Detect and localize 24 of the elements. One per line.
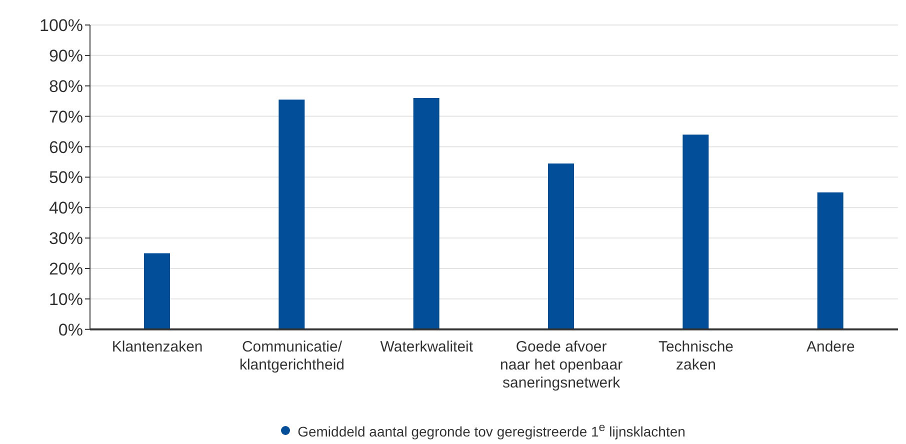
y-tick-label: 50%: [48, 168, 83, 188]
y-tick-label: 40%: [48, 198, 83, 218]
x-tick-label: Andere: [806, 338, 855, 356]
bar: [682, 134, 709, 330]
y-tick-label: 100%: [40, 16, 83, 36]
x-tick-label: Goede afvoer naar het openbaar saneringsnetwerk: [500, 338, 623, 392]
bar: [817, 192, 844, 330]
x-tick-label: Technische zaken: [658, 338, 734, 374]
y-tick-label: 80%: [48, 76, 83, 96]
y-tick-label: 30%: [48, 229, 83, 248]
y-tick-label: 70%: [48, 107, 83, 126]
x-tick-label: Communicatie/ klantgerichtheid: [239, 338, 345, 374]
y-tick-label: 60%: [48, 138, 83, 157]
x-tick-label: Klantenzaken: [112, 338, 203, 356]
bar: [144, 253, 170, 330]
legend-label: Gemiddeld aantal gegronde tov geregistreerde 1$^{e}$ lijnsklachten: [298, 421, 686, 440]
y-tick-label: 10%: [48, 290, 83, 309]
y-tick-label: 0%: [58, 320, 83, 340]
bar: [548, 163, 574, 330]
x-tick-label: Waterkwaliteit: [380, 338, 474, 356]
y-tick-label: 20%: [48, 260, 83, 279]
y-tick-label: 90%: [48, 46, 83, 66]
bar: [413, 98, 440, 330]
bar: [278, 100, 305, 330]
